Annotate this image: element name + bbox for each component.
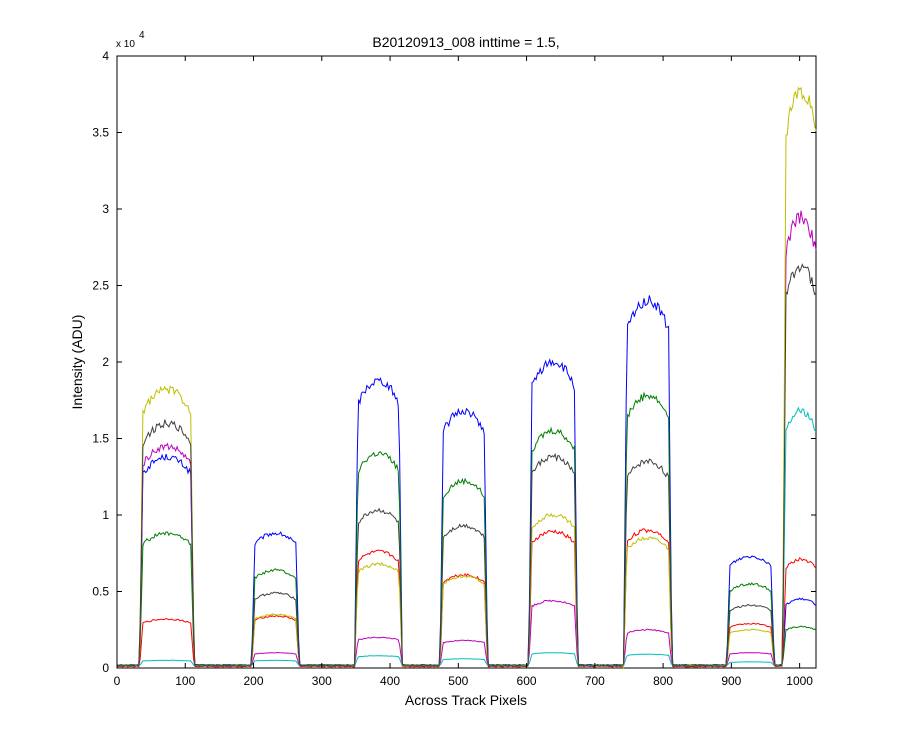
y-tick-label: 3.5 — [92, 126, 109, 140]
plot-area — [116, 55, 817, 669]
y-axis-label: Intensity (ADU) — [69, 315, 85, 410]
series-line — [117, 391, 817, 669]
y-tick-label: 4 — [102, 49, 109, 63]
x-tick-label: 700 — [585, 674, 605, 688]
y-exponent-power: 4 — [139, 30, 145, 41]
series-layer — [116, 86, 817, 670]
x-tick-label: 900 — [721, 674, 741, 688]
x-tick-label: 100 — [175, 674, 195, 688]
y-tick-label: 2 — [102, 355, 109, 369]
x-tick-label: 0 — [114, 674, 121, 688]
x-axis: 0 100 200 300 400 500 600 700 800 900 1000 — [114, 56, 813, 688]
x-tick-label: 200 — [244, 674, 264, 688]
y-tick-label: 1 — [102, 508, 109, 522]
y-axis: 0 0.5 1 1.5 2 2.5 3 3.5 4 — [92, 49, 816, 675]
y-tick-label: 2.5 — [92, 279, 109, 293]
x-tick-label: 300 — [312, 674, 332, 688]
chart-title: B20120913_008 inttime = 1.5, — [372, 34, 559, 50]
x-axis-label: Across Track Pixels — [405, 692, 527, 708]
y-tick-label: 0.5 — [92, 585, 109, 599]
x-tick-label: 600 — [517, 674, 537, 688]
x-tick-label: 800 — [653, 674, 673, 688]
x-tick-label: 1000 — [786, 674, 813, 688]
x-tick-label: 400 — [380, 674, 400, 688]
y-tick-label: 3 — [102, 202, 109, 216]
y-tick-label: 0 — [102, 661, 109, 675]
y-tick-label: 1.5 — [92, 432, 109, 446]
y-exponent-base: x 10 — [116, 39, 135, 50]
series-line — [116, 263, 817, 667]
x-tick-label: 500 — [448, 674, 468, 688]
